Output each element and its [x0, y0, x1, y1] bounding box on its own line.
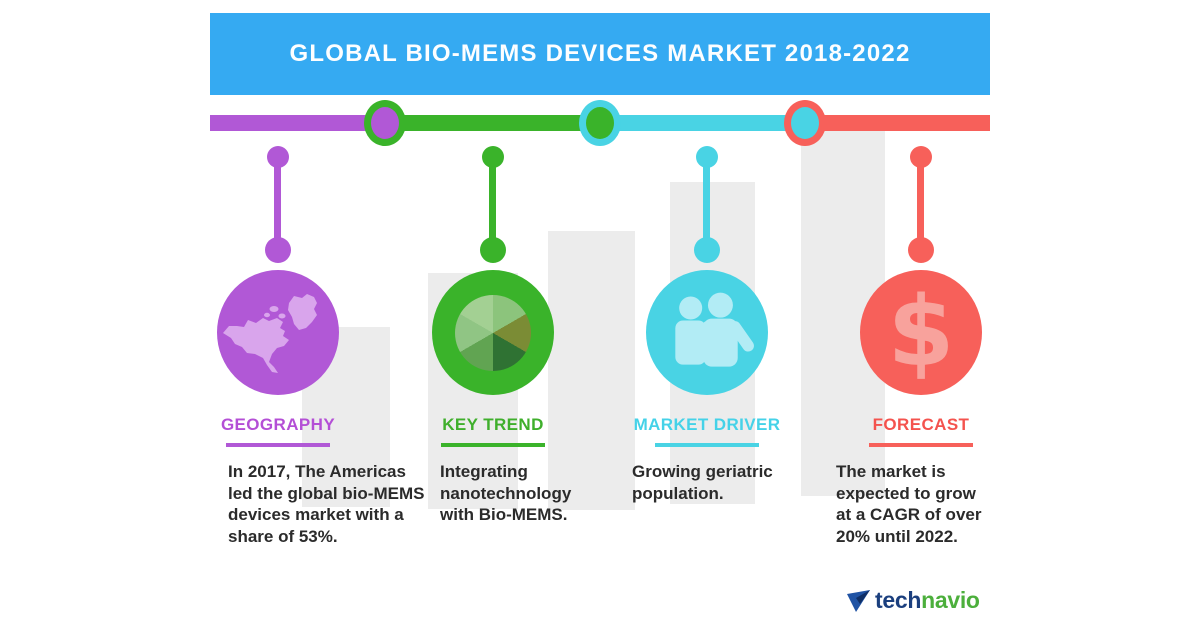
key-trend-text: Integrating nanotechnology with Bio-MEMS…: [440, 462, 572, 524]
technavio-arrow-icon: [847, 589, 870, 612]
background-bar-3: [548, 231, 635, 510]
timeline-node-2: [579, 100, 621, 146]
market-driver-label: MARKET DRIVER: [633, 415, 781, 434]
timeline-segment-key-trend: [385, 115, 600, 131]
connector-line-forecast: [917, 156, 924, 250]
connector-line-geography: [274, 156, 281, 250]
forecast-text: The market is expected to grow at a CAGR…: [836, 462, 982, 546]
dollar-icon: $: [887, 276, 955, 388]
geography-underline: [226, 443, 330, 447]
connector-line-key-trend: [489, 156, 496, 250]
connector-dot-bottom-key-trend: [480, 237, 506, 263]
connector-dot-bottom-forecast: [908, 237, 934, 263]
page-title: GLOBAL BIO-MEMS DEVICES MARKET 2018-2022: [289, 40, 911, 67]
pie-chart-icon: [455, 294, 531, 371]
timeline-segment-market-driver: [600, 115, 805, 131]
connector-dot-bottom-market-driver: [694, 237, 720, 263]
logo-suffix: navio: [921, 587, 980, 613]
key-trend-label: KEY TREND: [442, 415, 544, 434]
title-banner: GLOBAL BIO-MEMS DEVICES MARKET 2018-2022: [210, 13, 990, 95]
key-trend-circle: [432, 270, 554, 395]
timeline-segment-geography: [210, 115, 385, 131]
forecast-circle: $: [860, 270, 982, 395]
key-trend-underline: [441, 443, 545, 447]
market-driver-circle: [646, 270, 768, 395]
timeline-node-3: [784, 100, 826, 146]
geography-text: In 2017, The Americas led the global bio…: [228, 462, 425, 546]
geography-circle: [217, 270, 339, 395]
market-driver-text: Growing geriatric population.: [632, 462, 773, 503]
forecast-label: FORECAST: [872, 415, 970, 434]
technavio-wordmark: technavio: [875, 587, 980, 614]
connector-dot-bottom-geography: [265, 237, 291, 263]
timeline-node-1: [364, 100, 406, 146]
geography-label: GEOGRAPHY: [220, 415, 336, 434]
americas-map-icon: [223, 294, 317, 373]
forecast-underline: [869, 443, 973, 447]
technavio-logo: technavio: [845, 587, 980, 614]
timeline-segment-forecast: [805, 115, 990, 131]
logo-prefix: tech: [875, 587, 922, 613]
market-driver-underline: [655, 443, 759, 447]
people-icon: [675, 292, 754, 367]
connector-line-market-driver: [703, 156, 710, 250]
